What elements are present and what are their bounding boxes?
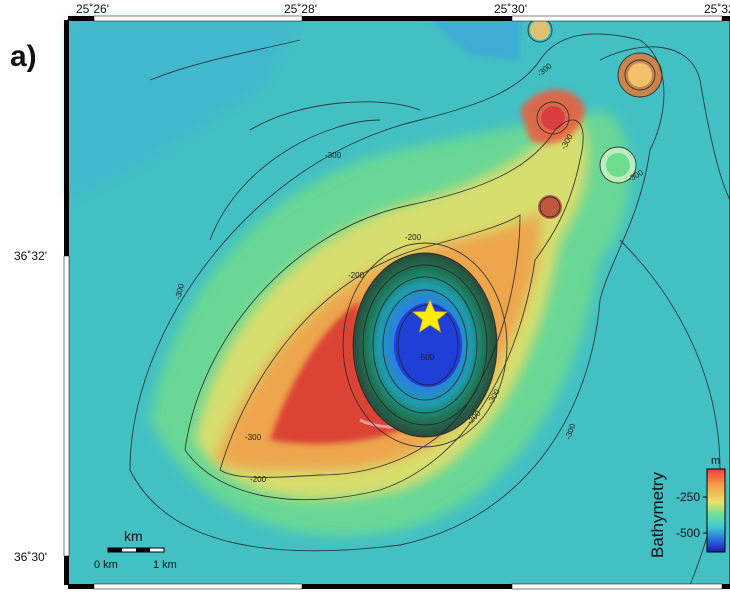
- contour-label: -300: [245, 433, 262, 442]
- contour-label: -300: [325, 151, 342, 160]
- lon-tick-label: 25˚32': [704, 2, 730, 16]
- colorbar-tick: -500: [676, 526, 700, 540]
- colorbar: m -250 -500: [676, 455, 726, 553]
- lat-tick-label: 36˚32': [14, 249, 47, 263]
- scale-bar: km 0 km 1 km: [94, 528, 177, 571]
- lat-tick-label: 36˚30': [14, 550, 47, 564]
- lon-tick-label: 25˚28': [284, 2, 317, 16]
- scale-bar-title: km: [124, 528, 143, 544]
- star-marker-icon: [411, 298, 449, 333]
- panel-label: a): [10, 40, 37, 73]
- lon-tick-label: 25˚26': [76, 2, 109, 16]
- map-frame-border: [63, 15, 730, 590]
- scale-bar-right-label: 1 km: [153, 559, 177, 571]
- lon-tick-label: 25˚30': [494, 2, 527, 16]
- scale-bar-left-label: 0 km: [94, 559, 118, 571]
- contour-label: -300: [173, 282, 186, 300]
- contour-label: -200: [348, 271, 365, 280]
- contour-label: -200: [250, 475, 267, 484]
- contour-label: -200: [405, 233, 422, 242]
- colorbar-title: Bathymetry: [648, 472, 667, 558]
- colorbar-unit: m: [711, 455, 720, 467]
- contour-label: -500: [418, 353, 435, 362]
- colorbar-tick: -250: [676, 490, 700, 504]
